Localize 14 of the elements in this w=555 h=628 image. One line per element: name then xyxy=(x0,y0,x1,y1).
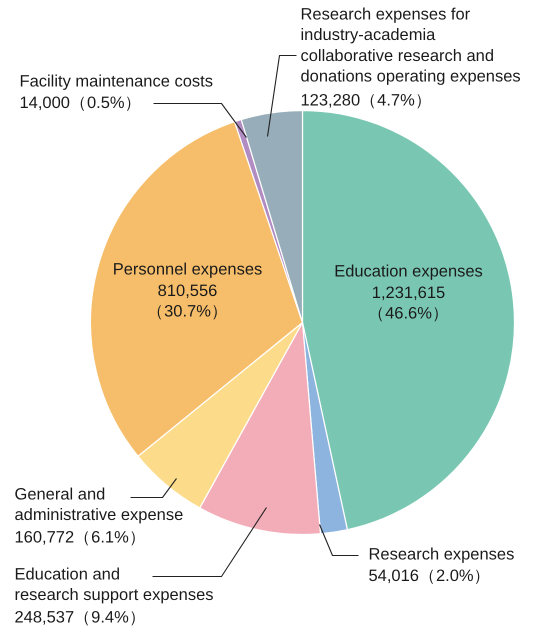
data-label: 810,556 （30.7%） xyxy=(147,282,228,321)
data-label: 123,280（4.7%） xyxy=(300,92,432,110)
data-label: 1,231,615 （46.6%） xyxy=(368,284,449,323)
data-label: 160,772（6.1%） xyxy=(14,528,146,546)
slice-label: Education expenses xyxy=(334,262,483,280)
slice-label: Education and research support expenses xyxy=(14,566,214,604)
slice-label: General and administrative expense xyxy=(14,486,184,524)
data-label: 14,000（0.5%） xyxy=(20,94,142,112)
data-label: 248,537（9.4%） xyxy=(14,608,146,626)
slice-label: Research expenses xyxy=(368,546,514,564)
data-label: 54,016（2.0%） xyxy=(368,567,491,585)
slice-label: Personnel expenses xyxy=(112,260,262,278)
slice-label: Research expenses for industry-academia collaborative research and donations operating expenses xyxy=(300,6,521,86)
slice-label: Facility maintenance costs xyxy=(20,72,213,90)
